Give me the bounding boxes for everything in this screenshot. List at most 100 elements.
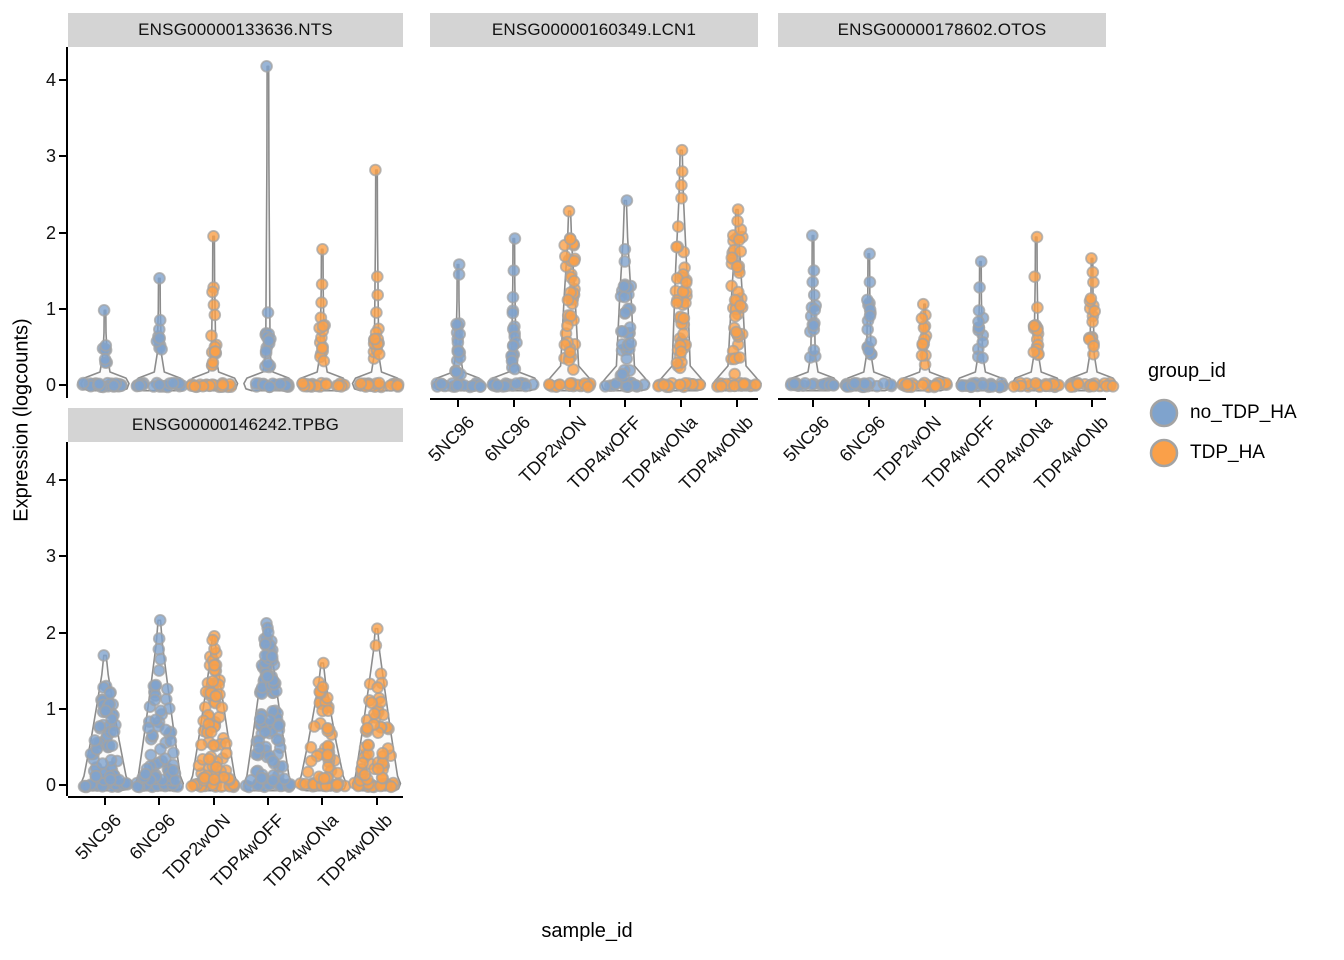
expression-point — [916, 337, 929, 351]
expression-point — [139, 767, 152, 781]
expression-point — [261, 306, 275, 319]
violin-TDP4wOFF — [599, 194, 651, 394]
expression-point — [259, 344, 273, 358]
expression-point — [107, 725, 121, 738]
expression-point — [202, 752, 216, 766]
expression-point — [207, 773, 221, 786]
expression-point — [620, 194, 634, 207]
expression-point — [206, 285, 219, 299]
expression-point — [166, 376, 180, 390]
y-axis-tick — [59, 707, 66, 710]
expression-point — [304, 740, 318, 754]
expression-point — [207, 230, 220, 243]
expression-point — [161, 682, 174, 696]
x-axis-tick — [867, 400, 870, 407]
expression-point — [358, 768, 372, 782]
expression-point — [149, 713, 162, 727]
expression-point — [508, 232, 522, 245]
expression-point — [361, 738, 375, 752]
expression-point — [272, 719, 286, 733]
expression-point — [451, 378, 464, 392]
x-axis-tick — [158, 798, 161, 805]
expression-point — [731, 214, 744, 228]
expression-point — [617, 279, 631, 293]
x-axis-tick — [266, 798, 269, 805]
expression-point — [1029, 376, 1043, 390]
expression-point — [206, 633, 219, 647]
expression-point — [317, 354, 331, 368]
expression-point — [315, 296, 328, 309]
expression-point — [265, 650, 279, 663]
expression-point — [263, 380, 276, 394]
expression-point — [807, 288, 821, 302]
expression-point — [78, 779, 92, 793]
expression-point — [972, 304, 986, 317]
expression-point — [208, 308, 222, 322]
expression-point — [97, 303, 111, 317]
legend-swatch-circle-icon — [1149, 438, 1179, 468]
expression-point — [915, 312, 929, 325]
expression-point — [316, 319, 330, 333]
expression-point — [153, 331, 166, 345]
x-tick-label: 6NC96 — [480, 412, 534, 466]
expression-point — [315, 278, 329, 291]
expression-point — [618, 255, 632, 268]
expression-point — [103, 687, 117, 700]
expression-point — [253, 712, 267, 726]
expression-point — [734, 299, 747, 313]
y-axis-tick — [59, 479, 66, 481]
expression-point — [185, 779, 198, 793]
expression-point — [216, 378, 230, 391]
expression-point — [808, 303, 822, 317]
expression-point — [266, 774, 280, 787]
expression-point — [317, 656, 330, 670]
violin-TDP4wONa — [294, 656, 352, 794]
expression-point — [616, 325, 630, 338]
violin-TDP4wONb — [351, 163, 405, 394]
violin-outline — [1011, 236, 1061, 392]
expression-point — [152, 664, 166, 677]
expression-point — [321, 721, 335, 735]
expression-point — [133, 379, 146, 393]
expression-point — [360, 721, 374, 735]
expression-point — [672, 220, 685, 233]
expression-point — [670, 240, 683, 254]
y-tick-label: 1 — [45, 298, 56, 319]
expression-point — [675, 191, 688, 205]
expression-point — [258, 725, 272, 739]
expression-point — [167, 764, 180, 777]
expression-point — [749, 378, 763, 391]
expression-point — [142, 721, 155, 735]
facet-strip: ENSG00000160349.LCN1 — [430, 13, 758, 47]
y-tick-label: 0 — [45, 775, 56, 795]
legend-label: TDP_HA — [1190, 442, 1265, 463]
expression-point — [657, 378, 671, 392]
expression-point — [976, 351, 989, 365]
expression-point — [372, 347, 386, 361]
y-axis-tick — [59, 384, 66, 386]
expression-point — [732, 233, 746, 247]
expression-point — [259, 637, 272, 651]
legend: group_id no_TDP_HA TDP_HA — [1148, 360, 1297, 477]
expression-point — [807, 343, 821, 357]
expression-point — [1087, 339, 1100, 353]
y-tick-label: 4 — [45, 470, 56, 490]
expression-point — [561, 293, 575, 307]
violin-TDP2wON — [543, 204, 597, 394]
expression-point — [261, 670, 274, 683]
expression-point — [916, 378, 929, 392]
x-tick-label: 5NC96 — [71, 810, 126, 864]
expression-point — [473, 380, 487, 394]
expression-point — [153, 614, 167, 627]
x-axis-line — [68, 796, 403, 798]
expression-point — [1085, 252, 1098, 265]
expression-point — [208, 658, 221, 672]
expression-point — [262, 626, 275, 639]
expression-point — [1007, 380, 1021, 393]
expression-point — [452, 268, 466, 281]
expression-point — [296, 376, 310, 390]
expression-point — [1071, 377, 1085, 391]
expression-point — [805, 229, 819, 242]
x-axis-tick — [736, 400, 738, 407]
expression-point — [152, 643, 166, 656]
